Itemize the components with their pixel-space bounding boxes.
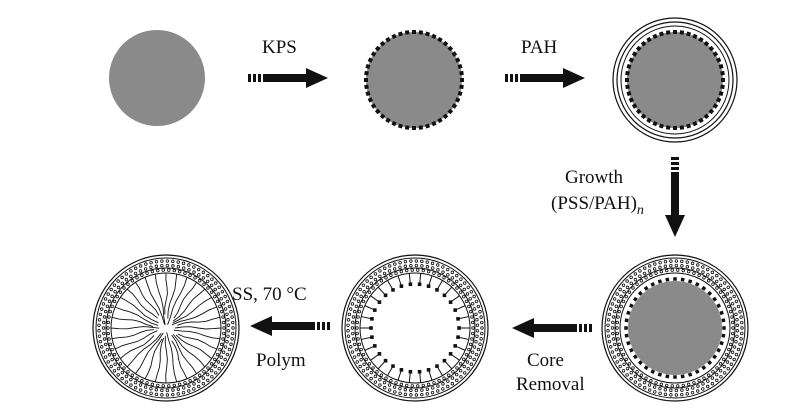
pah-label: PAH xyxy=(521,37,558,58)
kps-arrow xyxy=(248,68,328,88)
sulfated-core-particle xyxy=(364,30,464,130)
pah-coated-particle xyxy=(612,17,738,143)
core-label: Core xyxy=(527,350,564,371)
growth-label: Growth xyxy=(565,167,624,188)
growth-formula-label: (PSS/PAH)n xyxy=(551,193,644,218)
polyelectrolyte-filled-capsule xyxy=(92,254,240,402)
multilayer-coated-particle xyxy=(601,254,749,402)
core-removal-arrow xyxy=(512,318,592,338)
growth-subscript: n xyxy=(637,203,644,218)
polym-label: Polym xyxy=(256,350,306,371)
ss-temp-label: SS, 70 °C xyxy=(232,284,307,305)
bare-core-particle xyxy=(109,30,205,126)
growth-arrow xyxy=(665,157,685,237)
polym-arrow xyxy=(250,316,330,336)
removal-label: Removal xyxy=(516,374,585,395)
kps-label: KPS xyxy=(262,37,297,58)
pah-arrow xyxy=(505,68,585,88)
hollow-capsule xyxy=(341,254,489,402)
